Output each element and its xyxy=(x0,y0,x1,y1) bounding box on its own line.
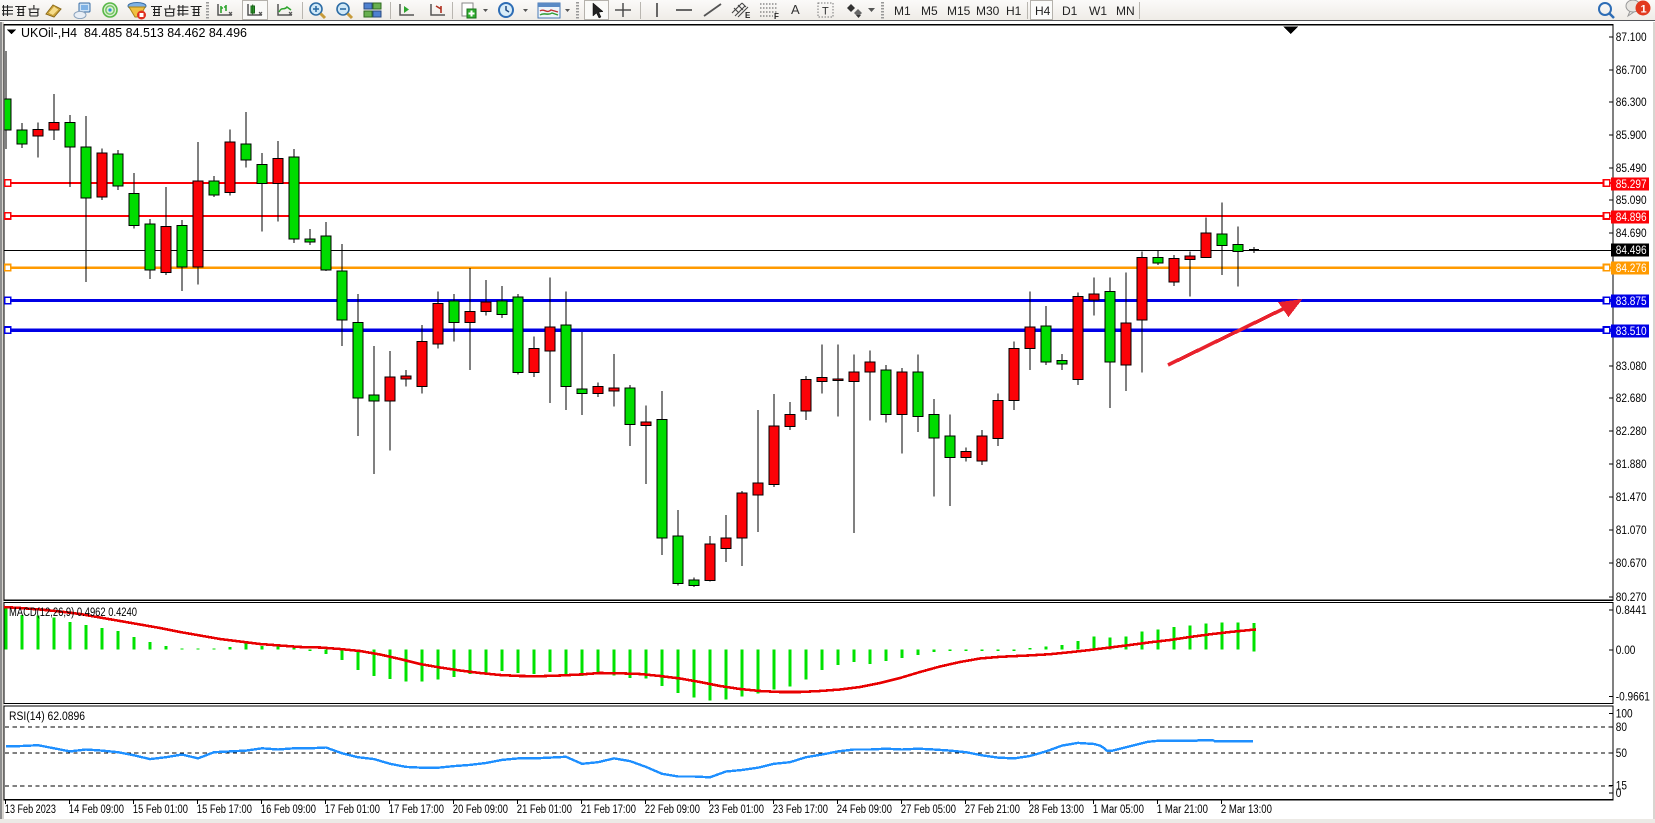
svg-text:100: 100 xyxy=(1616,709,1633,721)
svg-text:84.690: 84.690 xyxy=(1616,228,1647,240)
svg-text:MACD(12,26,9) 0.4962 0.4240: MACD(12,26,9) 0.4962 0.4240 xyxy=(9,607,137,619)
svg-text:17 Feb 17:00: 17 Feb 17:00 xyxy=(389,804,444,816)
svg-text:T: T xyxy=(822,6,829,18)
svg-text:83.510: 83.510 xyxy=(1616,326,1647,338)
svg-text:1: 1 xyxy=(1641,4,1647,16)
svg-text:0.00: 0.00 xyxy=(1616,645,1636,657)
svg-text:85.297: 85.297 xyxy=(1616,179,1647,191)
svg-text:1 Mar 21:00: 1 Mar 21:00 xyxy=(1157,804,1208,816)
svg-text:86.300: 86.300 xyxy=(1616,97,1647,109)
svg-text:86.700: 86.700 xyxy=(1616,65,1647,77)
svg-text:-0.9661: -0.9661 xyxy=(1616,692,1650,704)
svg-text:27 Feb 05:00: 27 Feb 05:00 xyxy=(901,804,956,816)
svg-text:23 Feb 01:00: 23 Feb 01:00 xyxy=(709,804,764,816)
svg-text:87.100: 87.100 xyxy=(1616,32,1647,44)
svg-text:20 Feb 09:00: 20 Feb 09:00 xyxy=(453,804,508,816)
svg-text:80.670: 80.670 xyxy=(1616,558,1647,570)
svg-text:2 Mar 13:00: 2 Mar 13:00 xyxy=(1221,804,1272,816)
svg-text:15 Feb 01:00: 15 Feb 01:00 xyxy=(133,804,188,816)
svg-text:27 Feb 21:00: 27 Feb 21:00 xyxy=(965,804,1020,816)
svg-text:13 Feb 2023: 13 Feb 2023 xyxy=(5,804,56,816)
svg-text:22 Feb 09:00: 22 Feb 09:00 xyxy=(645,804,700,816)
svg-text:82.280: 82.280 xyxy=(1616,426,1647,438)
svg-text:15: 15 xyxy=(1616,781,1627,793)
svg-text:84.896: 84.896 xyxy=(1616,212,1647,224)
svg-text:85.490: 85.490 xyxy=(1616,163,1647,175)
svg-text:21 Feb 17:00: 21 Feb 17:00 xyxy=(581,804,636,816)
svg-text:16 Feb 09:00: 16 Feb 09:00 xyxy=(261,804,316,816)
svg-text:1 Mar 05:00: 1 Mar 05:00 xyxy=(1093,804,1144,816)
svg-text:17 Feb 01:00: 17 Feb 01:00 xyxy=(325,804,380,816)
svg-text:80: 80 xyxy=(1616,722,1627,734)
svg-text:RSI(14) 62.0896: RSI(14) 62.0896 xyxy=(9,711,85,723)
svg-text:84.276: 84.276 xyxy=(1616,263,1647,275)
svg-text:23 Feb 17:00: 23 Feb 17:00 xyxy=(773,804,828,816)
svg-text:E: E xyxy=(745,11,751,20)
svg-text:24 Feb 09:00: 24 Feb 09:00 xyxy=(837,804,892,816)
svg-text:81.470: 81.470 xyxy=(1616,492,1647,504)
svg-text:84.496: 84.496 xyxy=(1616,245,1647,257)
svg-text:80.270: 80.270 xyxy=(1616,592,1647,604)
svg-text:83.875: 83.875 xyxy=(1616,296,1647,308)
svg-text:81.070: 81.070 xyxy=(1616,525,1647,537)
svg-text:83.080: 83.080 xyxy=(1616,361,1647,373)
svg-text:50: 50 xyxy=(1616,748,1627,760)
svg-text:0: 0 xyxy=(1616,788,1622,800)
svg-text:85.900: 85.900 xyxy=(1616,130,1647,142)
svg-text:28 Feb 13:00: 28 Feb 13:00 xyxy=(1029,804,1084,816)
svg-text:81.880: 81.880 xyxy=(1616,459,1647,471)
svg-text:82.680: 82.680 xyxy=(1616,393,1647,405)
svg-text:0.8441: 0.8441 xyxy=(1616,605,1647,617)
svg-text:F: F xyxy=(774,12,779,20)
svg-text:21 Feb 01:00: 21 Feb 01:00 xyxy=(517,804,572,816)
svg-text:15 Feb 17:00: 15 Feb 17:00 xyxy=(197,804,252,816)
svg-text:85.090: 85.090 xyxy=(1616,195,1647,207)
svg-text:14 Feb 09:00: 14 Feb 09:00 xyxy=(69,804,124,816)
svg-text:UKOil-,H4 84.485 84.513 84.46: UKOil-,H4 84.485 84.513 84.462 84.496 xyxy=(21,26,247,40)
